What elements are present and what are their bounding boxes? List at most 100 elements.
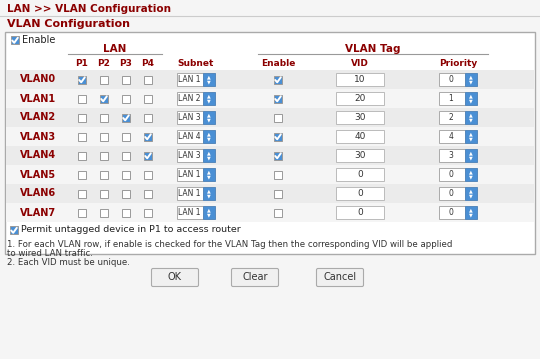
FancyBboxPatch shape: [6, 146, 534, 165]
FancyBboxPatch shape: [203, 92, 215, 105]
Text: ▲: ▲: [207, 188, 211, 194]
FancyBboxPatch shape: [177, 168, 203, 181]
FancyBboxPatch shape: [122, 151, 130, 159]
Text: ▼: ▼: [207, 99, 211, 104]
FancyBboxPatch shape: [439, 73, 465, 86]
Text: P3: P3: [119, 60, 132, 69]
Text: Priority: Priority: [439, 60, 477, 69]
FancyBboxPatch shape: [144, 75, 152, 84]
Text: VLAN6: VLAN6: [20, 188, 56, 199]
Text: LAN 1: LAN 1: [178, 75, 200, 84]
FancyBboxPatch shape: [144, 94, 152, 103]
FancyBboxPatch shape: [465, 206, 477, 219]
Text: ▲: ▲: [207, 150, 211, 155]
Text: 0: 0: [357, 189, 363, 198]
FancyBboxPatch shape: [465, 92, 477, 105]
Text: ▲: ▲: [469, 131, 473, 136]
FancyBboxPatch shape: [439, 206, 465, 219]
FancyBboxPatch shape: [465, 130, 477, 143]
FancyBboxPatch shape: [336, 149, 384, 162]
Text: ▲: ▲: [469, 169, 473, 174]
FancyBboxPatch shape: [5, 32, 535, 254]
FancyBboxPatch shape: [439, 130, 465, 143]
Text: 2. Each VID must be unique.: 2. Each VID must be unique.: [7, 258, 130, 267]
FancyBboxPatch shape: [10, 226, 18, 234]
FancyBboxPatch shape: [100, 94, 108, 103]
Text: ▼: ▼: [469, 118, 473, 123]
Text: LAN 1: LAN 1: [178, 208, 200, 217]
Text: Permit untagged device in P1 to access router: Permit untagged device in P1 to access r…: [21, 225, 241, 234]
Text: LAN 1: LAN 1: [178, 189, 200, 198]
Text: LAN 4: LAN 4: [178, 132, 200, 141]
Text: ▲: ▲: [469, 208, 473, 213]
Text: ▲: ▲: [207, 131, 211, 136]
FancyBboxPatch shape: [336, 111, 384, 124]
Text: LAN 3: LAN 3: [178, 113, 200, 122]
FancyBboxPatch shape: [144, 190, 152, 197]
FancyBboxPatch shape: [122, 190, 130, 197]
Text: P4: P4: [141, 60, 154, 69]
FancyBboxPatch shape: [203, 73, 215, 86]
FancyBboxPatch shape: [316, 269, 363, 286]
Text: OK: OK: [168, 272, 182, 283]
Text: ▲: ▲: [207, 208, 211, 213]
FancyBboxPatch shape: [465, 111, 477, 124]
Text: VLAN7: VLAN7: [20, 208, 56, 218]
FancyBboxPatch shape: [203, 187, 215, 200]
FancyBboxPatch shape: [122, 209, 130, 216]
FancyBboxPatch shape: [100, 151, 108, 159]
Text: ▼: ▼: [207, 213, 211, 218]
FancyBboxPatch shape: [6, 203, 534, 222]
FancyBboxPatch shape: [465, 168, 477, 181]
Text: ▲: ▲: [469, 188, 473, 194]
Text: ▼: ▼: [207, 175, 211, 180]
Text: LAN: LAN: [103, 44, 127, 54]
Text: 0: 0: [449, 208, 454, 217]
Text: 0: 0: [449, 170, 454, 179]
FancyBboxPatch shape: [11, 36, 19, 44]
FancyBboxPatch shape: [6, 165, 534, 184]
Text: 4: 4: [449, 132, 454, 141]
Text: 0: 0: [449, 75, 454, 84]
Text: 1: 1: [449, 94, 454, 103]
Text: VLAN5: VLAN5: [20, 169, 56, 180]
Text: ▲: ▲: [469, 150, 473, 155]
FancyBboxPatch shape: [144, 171, 152, 178]
Text: ▲: ▲: [469, 112, 473, 117]
FancyBboxPatch shape: [274, 113, 282, 121]
Text: 3: 3: [449, 151, 454, 160]
FancyBboxPatch shape: [336, 187, 384, 200]
FancyBboxPatch shape: [203, 149, 215, 162]
Text: VLAN Configuration: VLAN Configuration: [7, 19, 130, 29]
FancyBboxPatch shape: [203, 130, 215, 143]
Text: LAN >> VLAN Configuration: LAN >> VLAN Configuration: [7, 4, 171, 14]
Text: ▼: ▼: [207, 156, 211, 161]
Text: 0: 0: [357, 170, 363, 179]
FancyBboxPatch shape: [100, 132, 108, 140]
FancyBboxPatch shape: [203, 111, 215, 124]
Text: 20: 20: [354, 94, 366, 103]
FancyBboxPatch shape: [274, 171, 282, 178]
FancyBboxPatch shape: [122, 171, 130, 178]
FancyBboxPatch shape: [465, 149, 477, 162]
FancyBboxPatch shape: [100, 75, 108, 84]
FancyBboxPatch shape: [274, 75, 282, 84]
Text: ▲: ▲: [207, 93, 211, 98]
Text: VID: VID: [351, 60, 369, 69]
Text: VLAN0: VLAN0: [20, 75, 56, 84]
Text: 0: 0: [449, 189, 454, 198]
FancyBboxPatch shape: [274, 132, 282, 140]
FancyBboxPatch shape: [144, 151, 152, 159]
Text: to wired LAN traffic.: to wired LAN traffic.: [7, 249, 93, 258]
Text: 40: 40: [354, 132, 366, 141]
FancyBboxPatch shape: [177, 149, 203, 162]
FancyBboxPatch shape: [177, 187, 203, 200]
Text: LAN 3: LAN 3: [178, 151, 200, 160]
Text: ▼: ▼: [469, 99, 473, 104]
Text: Subnet: Subnet: [178, 60, 214, 69]
FancyBboxPatch shape: [6, 70, 534, 89]
Text: ▼: ▼: [469, 213, 473, 218]
FancyBboxPatch shape: [336, 73, 384, 86]
Text: VLAN Tag: VLAN Tag: [345, 44, 401, 54]
FancyBboxPatch shape: [232, 269, 279, 286]
